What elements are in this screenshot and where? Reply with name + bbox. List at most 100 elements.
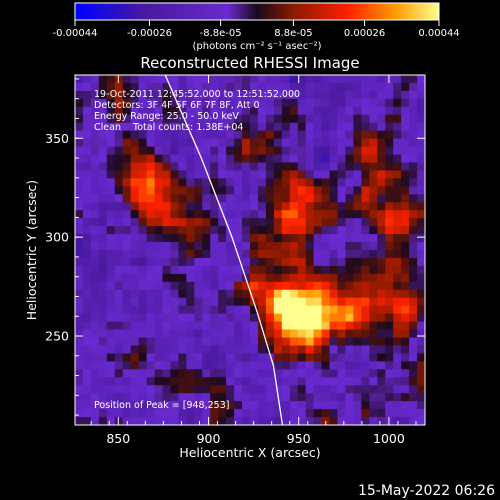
heatmap-cell [226,409,235,418]
heatmap-cell [289,321,299,330]
heatmap-cell [305,146,315,155]
heatmap-cell [194,218,203,227]
heatmap-cell [122,393,132,402]
heatmap-cell [234,345,243,354]
heatmap-cell [385,194,394,203]
heatmap-cell [202,114,211,124]
heatmap-cell [90,369,100,378]
heatmap-cell [82,369,92,378]
heatmap-cell [202,194,211,203]
heatmap-cell [329,297,338,307]
heatmap-cell [106,106,116,116]
heatmap-cell [321,162,330,171]
heatmap-cell [82,226,92,235]
heatmap-cell [353,98,362,108]
heatmap-cell [75,361,84,370]
heatmap-cell [393,417,402,425]
heatmap-cell [281,210,291,219]
heatmap-cell [170,98,179,108]
heatmap-cell [401,210,410,219]
heatmap-cell [329,345,338,354]
heatmap-cell [250,361,259,370]
heatmap-cell [385,226,394,235]
heatmap-cell [210,393,219,402]
heatmap-cell [162,273,171,283]
heatmap-cell [401,417,410,425]
heatmap-cell [393,273,402,283]
heatmap-cell [162,226,171,235]
heatmap-cell [226,162,235,171]
heatmap-cell [98,210,108,219]
heatmap-cell [377,98,386,108]
heatmap-cell [146,106,155,116]
heatmap-cell [297,154,307,163]
heatmap-cell [273,265,283,275]
heatmap-cell [90,337,100,346]
heatmap-cell [130,321,140,330]
heatmap-cell [186,146,195,155]
heatmap-cell [138,377,147,386]
heatmap-cell [242,377,251,386]
heatmap-cell [409,273,418,283]
heatmap-cell [82,202,92,211]
heatmap-cell [297,281,307,291]
heatmap-cell [289,170,299,179]
heatmap-cell [337,401,346,410]
heatmap-cell [186,242,195,251]
heatmap-cell [106,234,116,243]
heatmap-cell [146,289,155,299]
heatmap-cell [417,250,425,259]
heatmap-cell [202,202,211,211]
heatmap-cell [281,98,291,108]
heatmap-cell [393,130,402,140]
heatmap-cell [377,154,386,163]
heatmap-cell [361,401,370,410]
heatmap-cell [210,194,219,203]
heatmap-cell [210,114,219,124]
heatmap-cell [170,393,179,402]
heatmap-cell [385,106,394,116]
x-tick-label: 900 [197,431,221,446]
heatmap-cell [337,250,346,259]
heatmap-cell [242,226,251,235]
heatmap-cell [210,138,219,147]
heatmap-cell [90,345,100,354]
heatmap-cell [202,250,211,259]
heatmap-cell [385,305,394,315]
heatmap-cell [369,218,378,227]
heatmap-cell [218,385,227,394]
heatmap-cell [162,393,171,402]
heatmap-cell [273,154,283,163]
heatmap-cell [98,218,108,227]
heatmap-cell [138,162,147,171]
heatmap-cell [321,186,330,195]
heatmap-cell [218,178,227,187]
heatmap-cell [257,313,267,322]
heatmap-cell [417,202,425,211]
heatmap-cell [210,265,219,275]
heatmap-cell [226,297,235,307]
heatmap-cell [242,265,251,275]
heatmap-cell [313,353,322,362]
heatmap-cell [122,162,132,171]
heatmap-cell [273,289,283,299]
heatmap-cell [273,242,283,251]
heatmap-cell [313,138,322,147]
heatmap-cell [257,98,267,108]
heatmap-cell [345,369,354,378]
heatmap-cell [242,353,251,362]
heatmap-cell [265,329,275,338]
heatmap-cell [321,345,330,354]
heatmap-cell [234,122,243,132]
heatmap-cell [130,417,140,425]
heatmap-cell [202,226,211,235]
heatmap-cell [106,114,116,124]
heatmap-cell [353,75,362,84]
heatmap-cell [361,178,370,187]
heatmap-cell [337,90,346,100]
heatmap-cell [321,401,330,410]
heatmap-cell [218,170,227,179]
heatmap-cell [377,385,386,394]
heatmap-cell [170,273,179,283]
heatmap-cell [369,178,378,187]
